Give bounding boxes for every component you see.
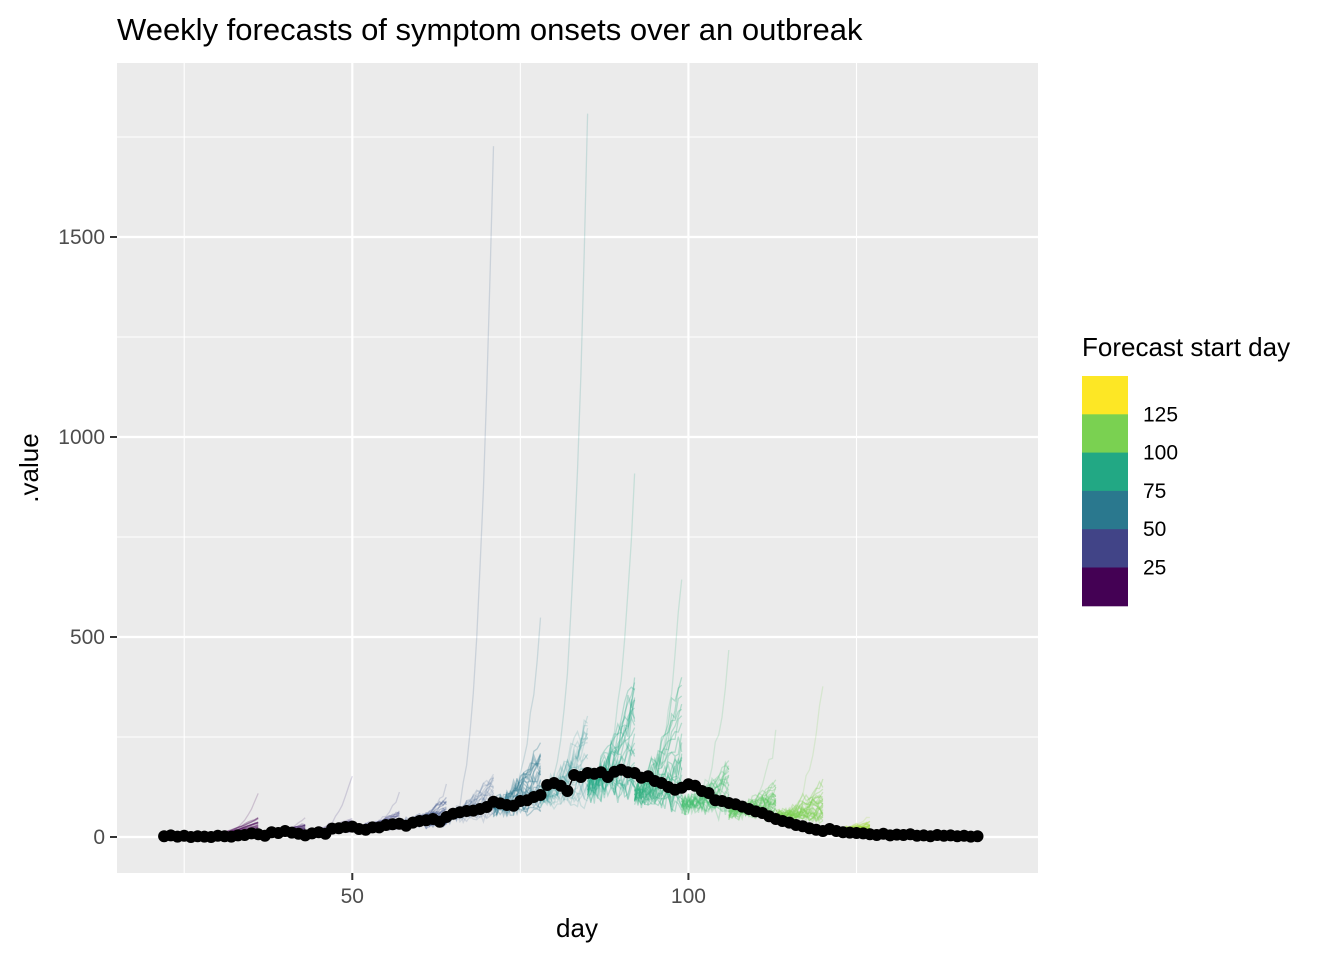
forecast-line [681,649,730,807]
forecast-line [539,715,589,805]
forecast-line [775,800,824,819]
forecast-line [728,796,777,819]
observed-point [561,785,574,797]
legend-colorbar [1082,376,1128,607]
forecast-line [539,113,589,809]
forecast-line [539,788,588,811]
legend-labels: 125 100 75 50 25 [1143,403,1178,579]
forecast-line [728,791,777,816]
forecast-line [775,780,824,816]
forecast-line [681,778,729,814]
x-tick-label: 50 [341,885,364,908]
forecast-line [728,779,777,817]
forecast-line [681,775,730,814]
forecast-line [586,707,635,790]
legend-label: 50 [1143,518,1166,541]
legend-swatch [1082,452,1128,492]
forecast-line [586,697,636,790]
legend-title: Forecast start day [1082,332,1290,362]
forecast-line [634,677,683,801]
legend-swatch [1082,529,1128,568]
forecast-line [681,798,730,823]
forecast-line [775,804,824,818]
observed-onsets [158,763,984,843]
plot-panel [117,63,1038,873]
forecast-line [634,684,683,796]
forecast-line [586,699,636,796]
forecast-line [633,783,683,813]
y-tick-label: 0 [93,826,105,849]
forecast-line [681,793,729,815]
forecast-line [634,715,683,800]
legend-swatch [1082,567,1128,607]
forecast-line [681,794,730,815]
forecast-line [634,708,683,792]
legend-label: 25 [1143,557,1166,580]
x-axis-title: day [556,913,598,943]
legend-swatch [1082,376,1128,415]
forecast-line [775,808,824,824]
forecast-line [633,703,683,802]
forecast-line [539,736,589,800]
forecast-line [633,757,683,803]
forecast-line [728,784,777,819]
y-tick-label: 1500 [58,226,105,249]
legend-label: 100 [1143,442,1178,465]
y-tick-label: 500 [70,626,105,649]
legend-swatch [1082,414,1128,454]
forecast-line [775,798,824,821]
forecast-line [540,748,589,801]
forecast-line [633,785,683,809]
forecast-line [634,579,683,800]
forecast-line [539,737,588,803]
forecast-line [586,744,636,803]
forecast-line [633,742,683,800]
forecast-line [775,686,824,821]
forecast-line [634,758,683,801]
x-tick-label: 100 [671,885,706,908]
y-tick-label: 1000 [58,426,105,449]
forecast-line [775,797,824,819]
legend-label: 75 [1143,480,1166,503]
forecast-line [681,760,730,815]
observed-point [534,789,547,801]
legend-label: 125 [1143,403,1178,426]
forecast-line [540,784,589,804]
chart-title: Weekly forecasts of symptom onsets over … [117,12,863,47]
forecast-line [539,731,589,798]
forecast-line [728,791,777,816]
forecast-line [633,756,683,806]
forecast-line [634,722,683,800]
forecast-line [587,682,636,786]
forecast-line [634,695,683,799]
y-axis-title: .value [14,433,44,502]
legend: Forecast start day 125 100 75 50 25 [1082,332,1290,607]
legend-swatch [1082,490,1128,530]
forecast-line [775,811,824,823]
forecast-line [634,783,683,812]
forecast-line [681,774,730,808]
forecast-line [492,755,542,813]
observed-point [971,830,984,843]
forecast-line [587,769,636,799]
forecast-line [540,719,589,798]
forecast-line [775,778,824,820]
forecast-line [586,773,636,802]
forecast-line [775,791,824,817]
